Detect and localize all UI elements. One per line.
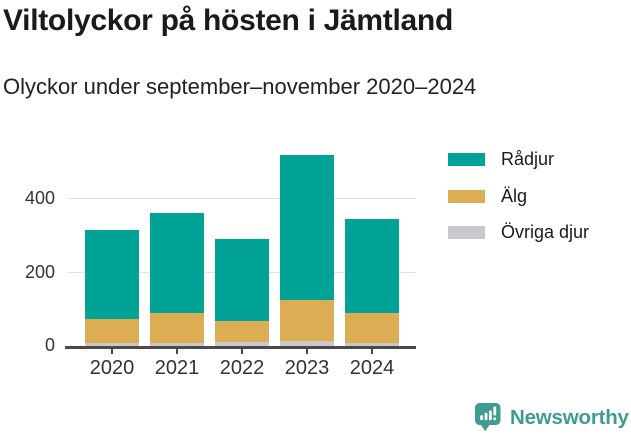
legend-item: Rådjur [448, 149, 589, 170]
y-axis-label-0: 0 [44, 335, 55, 355]
brand-footer: Newsworthy [474, 402, 629, 433]
legend-swatch [448, 226, 485, 239]
bar-segment-2020-Övriga djur [85, 343, 139, 346]
x-axis-label-2023: 2023 [284, 357, 330, 379]
bar-segment-2024-Rådjur [345, 218, 399, 314]
y-axis-label-400: 400 [24, 188, 55, 208]
chart-title: Viltolyckor på hösten i Jämtland [3, 4, 453, 37]
bar-segment-2024-Övriga djur [345, 343, 399, 346]
x-axis-line [65, 346, 416, 349]
bar-segment-2022-Älg [215, 321, 269, 342]
x-axis-label-2022: 2022 [219, 357, 265, 379]
bar-segment-2023-Övriga djur [280, 340, 334, 346]
x-axis-tick-2022 [241, 348, 243, 354]
plot-area: 0 200 400 2020 2021 2022 2023 2024 [25, 140, 416, 379]
bar-segment-2020-Rådjur [85, 230, 139, 319]
x-axis-label-2024: 2024 [349, 357, 395, 379]
x-axis-label-2020: 2020 [89, 357, 135, 379]
legend-item: Övriga djur [448, 222, 589, 243]
brand-name: Newsworthy [510, 405, 629, 429]
x-axis-tick-2024 [371, 348, 373, 354]
legend-swatch [448, 189, 485, 203]
bar-segment-2023-Rådjur [280, 155, 334, 301]
x-axis-tick-2021 [176, 348, 178, 354]
x-axis-tick-2023 [306, 348, 308, 354]
bar-segment-2023-Älg [280, 300, 334, 341]
x-axis-label-2021: 2021 [154, 357, 200, 379]
bar-segment-2021-Rådjur [150, 212, 204, 313]
chart-subtitle: Olyckor under september–november 2020–20… [3, 74, 477, 99]
bar-segment-2022-Övriga djur [215, 341, 269, 346]
legend-label: Rådjur [501, 149, 555, 169]
bar-chart-speech-bubble-icon [475, 403, 501, 432]
bar-segment-2022-Rådjur [215, 239, 269, 322]
x-axis-tick-2020 [111, 348, 113, 354]
bar-segment-2020-Älg [85, 318, 139, 344]
legend-label: Övriga djur [501, 222, 590, 242]
legend-item: Älg [448, 186, 589, 207]
legend-swatch [448, 153, 485, 166]
gridline-400 [67, 198, 416, 199]
legend-label: Älg [501, 185, 528, 206]
legend: Rådjur Älg Övriga djur [448, 149, 589, 259]
bar-segment-2021-Älg [150, 312, 204, 343]
bar-segment-2024-Älg [345, 313, 399, 344]
bar-segment-2021-Övriga djur [150, 342, 204, 346]
y-axis-label-200: 200 [24, 261, 55, 282]
